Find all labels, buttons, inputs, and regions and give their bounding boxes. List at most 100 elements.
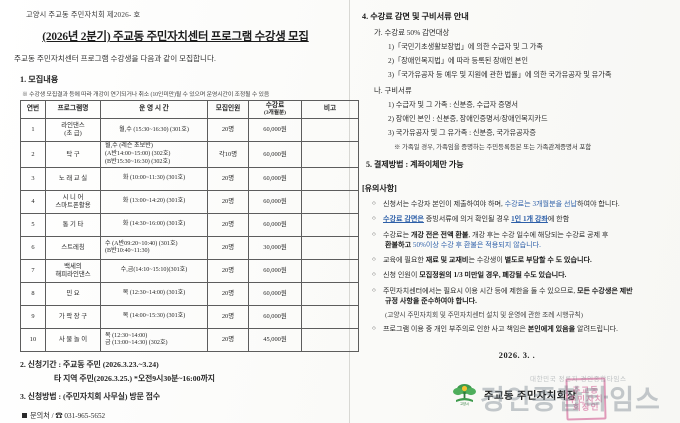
cell-schedule: 화 (10:00~11:30) (301호) — [100, 167, 208, 192]
th-fee-main: 수강료 — [265, 102, 285, 109]
th-no: 연번 — [20, 99, 46, 120]
notice-fragment: 모집정원의 1/3 미만일 경우, 폐강될 수도 있습니다. — [419, 271, 567, 280]
cell-fee: 60,000원 — [248, 190, 302, 215]
ga-list: 1)「국민기초생활보장법」에 의한 수급자 및 그 가족 2)「장애인복지법」에… — [362, 42, 672, 80]
notice-fragment: 1인 1개 강좌 — [511, 215, 548, 224]
notice-item: 신청서는 수강자 본인이 제출하여야 하며, 수강료는 3개월분을 선납하여야 … — [372, 199, 672, 209]
square-bullet-icon — [22, 413, 27, 419]
cell-program-name: 통 기 타 — [45, 213, 101, 238]
notice-fragment: 신청 인원이 — [383, 271, 420, 280]
notice-item: 주민자치센터에서는 필요시 이용 시간 등에 제한을 둘 수 있으므로, 모든 … — [372, 286, 672, 307]
notice-subnote: (고양시 주민자치회 및 주민자치센터 설치 및 운영에 관한 조례 시행규칙) — [385, 312, 583, 320]
notice-item: 교육에 필요한 재료 및 교재비는 수강생이 별도로 부담할 수 도 있습니다. — [372, 255, 672, 265]
right-page-column: 4. 수강료 감면 및 구비서류 안내 가. 수강료 50% 감면대상 1)「국… — [350, 0, 680, 360]
cell-fee: 60,000원 — [248, 167, 302, 192]
na-item: 1) 수급자 및 그 가족 : 신분증, 수급자 증명서 — [388, 101, 518, 109]
notice-list: 신청서는 수강자 본인이 제출하여야 하며, 수강료는 3개월분을 선납하여야 … — [362, 199, 672, 335]
cell-schedule: 화 (14:30~16:00) (301호) — [100, 213, 208, 238]
section-1-heading: 1. 모집내용 — [20, 75, 59, 84]
cell-capacity: 20명 — [207, 305, 249, 330]
page-title: (2026년 2분기) 주교동 주민자치센터 프로그램 수강생 모집 — [12, 28, 339, 44]
cell-schedule: 수,금(14:10~15:10)(301호) — [100, 259, 208, 284]
cell-schedule: 화 (13:00~14:20) (301호) — [100, 190, 208, 215]
notice-fragment: 규정 사항을 준수하여야 합니다. — [385, 296, 477, 305]
cell-program-name: 사 물 놀 이 — [45, 328, 101, 353]
notice-fragment: 에 한함 — [547, 215, 570, 224]
cell-program-name: 민 요 — [45, 282, 101, 307]
notice-item: 프로그램 이용 중 개인 부주의로 인한 사고 책임은 본인에게 있음을 알려드… — [372, 324, 672, 334]
recruitment-note: ※ 수강생 모집결과 등에 따라 개강이 연기되거나 취소 (10인미만)될 수… — [22, 92, 270, 98]
issue-date: 2026. 3. . — [498, 350, 536, 360]
notice-fragment: 본인에게 있음을 — [527, 325, 576, 334]
table-row: 6 스트레칭 수 (A반09:20~10:40) (301호) (B반10:40~11… — [20, 236, 359, 261]
notice-fragment: 하여야 합니다. — [576, 200, 620, 208]
watermark-small-text: 대한민국 정론지 경인종합타임스 — [530, 376, 627, 383]
cell-remarks — [301, 328, 359, 353]
section-2-heading: 2. 신청기간 : 주교동 주민 (2026.3.23.~3.24) 타 지역 … — [20, 359, 339, 384]
cell-schedule: 월,수 (15:30~16:30) (301호) — [100, 118, 208, 143]
cell-capacity: 20명 — [207, 167, 249, 192]
section-5-heading: 5. 결제방법 : 계좌이체만 가능 — [366, 160, 464, 169]
notice-item: 수강료는 개강 전은 전액 환불, 개강 후는 수강 일수에 해당되는 수강료 … — [372, 230, 672, 251]
cell-schedule: 수 (A반09:20~10:40) (301호) (B반10:40~11:30) — [100, 236, 208, 261]
notice-fragment: 50%이상 수강 후 환불은 적용되지 않습니다. — [412, 240, 541, 249]
cell-remarks — [301, 118, 359, 143]
lead-paragraph: 주교동 주민자치센터 프로그램 수강생을 다음과 같이 모집합니다. — [14, 54, 216, 63]
notice-continuation: 규정 사항을 준수하여야 합니다. — [385, 296, 672, 306]
notice-fragment: 개강 전은 전액 환불 — [410, 230, 469, 239]
th-capacity: 모집인원 — [207, 99, 249, 120]
cell-fee: 45,000원 — [248, 328, 302, 353]
notice-fragment: 수강료는 3개월분을 선납 — [504, 200, 577, 208]
cell-capacity: 20명 — [207, 118, 249, 143]
section-2-text: 2. 신청기간 : 주교동 주민 (2026.3.23.~3.24) — [20, 360, 159, 370]
notice-fragment: 신청서는 수강자 본인이 제출하여야 하며, — [383, 200, 505, 208]
watermark-text: 경인종합타임스 — [480, 385, 661, 415]
section-4-heading: 4. 수강료 감면 및 구비서류 안내 — [362, 12, 469, 21]
th-remarks: 비고 — [301, 99, 359, 120]
cell-program-name: 스트레칭 — [45, 236, 101, 261]
cell-program-name: 라인댄스 (초 급) — [45, 118, 101, 143]
notice-item: 수강료 감면은 증빙서류에 의거 확인될 경우 1인 1개 강좌에 한함 — [372, 214, 672, 224]
cell-fee: 30,000원 — [248, 236, 302, 261]
th-program-name: 프로그램명 — [45, 99, 101, 120]
cell-schedule: 월,수 (레슨 초보반) (A반14:00~15:00) (302호) (B반15:… — [100, 141, 208, 169]
table-row: 7 백세의 해피라인댄스 수,금(14:10~15:10)(301호) 20명 60,00… — [20, 259, 359, 284]
ga-item: 3)「국가유공자 등 예우 및 지원에 관한 법률」에 의한 국가유공자 및 유… — [388, 71, 612, 79]
cell-no: 7 — [20, 259, 46, 284]
cell-program-name: 백세의 해피라인댄스 — [45, 259, 101, 284]
table-header-row: 연번 프로그램명 운 영 시 간 모집인원 수강료 (3개월분) 비고 — [20, 99, 359, 120]
cell-no: 5 — [20, 213, 46, 238]
section-2-subtext: 타 지역 주민(2026.3.25.) *오전9시30분~16:00까지 — [54, 374, 215, 384]
cell-program-name: 탁 구 — [45, 141, 101, 169]
cell-program-name: 시 니 어 스마트폰활용 — [45, 190, 101, 215]
cell-fee: 60,000원 — [248, 259, 302, 284]
city-emblem-icon: 고양시 — [452, 382, 477, 406]
cell-no: 10 — [20, 328, 46, 353]
cell-no: 1 — [20, 118, 46, 143]
cell-no: 6 — [20, 236, 46, 261]
notice-fragment: 교육에 필요한 — [383, 256, 426, 265]
program-table-body: 1 라인댄스 (초 급) 월,수 (15:30~16:30) (301호) 20명 60,… — [20, 118, 359, 353]
signature-text: 주교동 주민자치회장 — [484, 390, 577, 402]
na-item: 2) 장애인 본인 : 신분증, 장애인증명서/장애인복지카드 — [388, 115, 548, 123]
item-na-heading: 나. 구비서류 — [374, 86, 412, 95]
cell-capacity: 20명 — [207, 236, 249, 261]
cell-no: 4 — [20, 190, 46, 215]
left-page-column: 고양시 주교동 주민자치회 제2026- 호 (2026년 2분기) 주교동 주… — [12, 11, 359, 420]
section-3-heading: 3. 신청방법 : (주민자치회 사무실) 방문 접수 — [20, 392, 161, 402]
notice-fragment: 프로그램 이용 중 개인 부주의로 인한 사고 책임은 — [383, 325, 528, 334]
cell-capacity: 20명 — [207, 190, 249, 215]
notice-fragment: 별도로 부담할 수 도 있습니다. — [504, 256, 592, 265]
cell-fee: 60,000원 — [248, 118, 302, 143]
notice-fragment: 알려드립니다. — [575, 325, 618, 334]
notice-fragment: 증빙서류에 의거 확인될 경우 — [423, 215, 512, 224]
document-number: 고양시 주교동 주민자치회 제2026- 호 — [26, 11, 141, 19]
cell-program-name: 가 락 장 구 — [45, 305, 101, 330]
svg-text:고양시: 고양시 — [460, 401, 469, 406]
signature-block: 고양시 주교동 주민자치회장 — [452, 382, 577, 406]
cell-schedule: 목 (12:30~14:00) 금 (13:00~14:30) (302호) — [100, 328, 208, 353]
item-ga-heading: 가. 수강료 50% 감면대상 — [374, 28, 450, 37]
